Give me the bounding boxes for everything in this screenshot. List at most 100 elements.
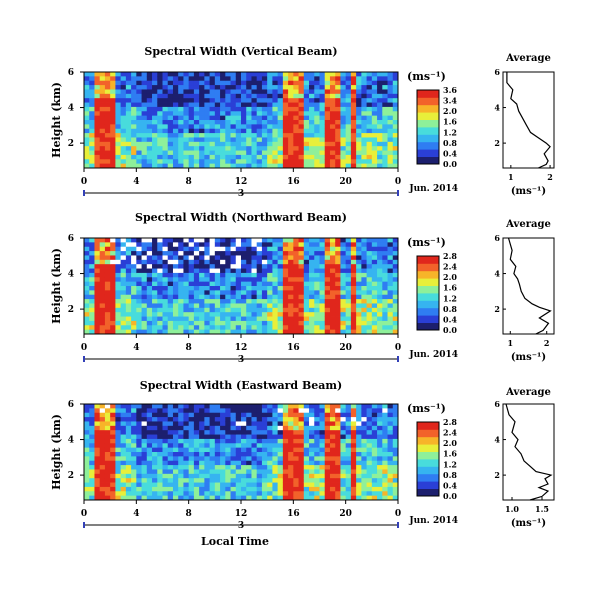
heatmap-cell (178, 438, 184, 444)
heatmap-cell (99, 272, 106, 278)
heatmap-cell (94, 281, 101, 287)
heatmap-cell (345, 268, 352, 274)
heatmap-cell (366, 316, 373, 322)
heatmap-cell (356, 473, 362, 479)
heatmap-cell (167, 473, 174, 479)
heatmap-cell (94, 478, 101, 483)
heatmap-cell (288, 312, 294, 317)
heatmap-cell (94, 128, 101, 134)
heatmap-cell (356, 106, 362, 112)
heatmap-cell (131, 89, 137, 95)
heatmap-cell (125, 465, 132, 470)
heatmap-cell (377, 417, 383, 422)
heatmap-cell (324, 137, 331, 143)
heatmap-cell (298, 120, 305, 125)
heatmap-cell (246, 259, 252, 265)
heatmap-cell (220, 460, 226, 466)
heatmap-cell (246, 320, 252, 326)
x-tick-label: 0 (81, 177, 87, 187)
heatmap-cell (225, 417, 231, 422)
heatmap-cell (371, 264, 378, 269)
heatmap-cell (267, 303, 273, 309)
heatmap-cell (319, 80, 326, 86)
heatmap-cell (230, 154, 237, 160)
heatmap-cell (324, 98, 331, 103)
heatmap-cell (167, 404, 174, 409)
heatmap-cell (225, 412, 231, 418)
heatmap-cell (246, 159, 252, 165)
heatmap-cell (329, 85, 336, 90)
heatmap-cell (272, 320, 279, 326)
heatmap-cell (340, 447, 347, 453)
heatmap-cell (214, 76, 221, 82)
heatmap-cell (246, 80, 252, 86)
heatmap-cell (94, 460, 101, 466)
heatmap-cell (256, 251, 263, 256)
heatmap-cell (125, 133, 132, 138)
heatmap-cell (104, 159, 111, 165)
heatmap-cell (324, 469, 331, 475)
heatmap-cell (277, 303, 284, 309)
heatmap-cell (146, 460, 153, 466)
heatmap-cell (157, 98, 163, 103)
heatmap-cell (309, 255, 315, 261)
heatmap-cell (188, 141, 195, 147)
heatmap-cell (392, 430, 399, 435)
heatmap-cell (104, 286, 111, 291)
heatmap-cell (230, 434, 237, 440)
colorbar-tick-label: 0.8 (443, 304, 457, 314)
heatmap-cell (298, 137, 305, 143)
heatmap-cell (303, 465, 310, 470)
heatmap-cell (267, 452, 273, 457)
heatmap-cell (209, 486, 216, 492)
heatmap-cell (267, 447, 273, 453)
heatmap-cell (235, 329, 242, 335)
heatmap-cell (131, 425, 137, 431)
heatmap-cell (199, 137, 205, 143)
heatmap-cell (288, 299, 294, 304)
heatmap-cell (209, 72, 216, 77)
heatmap-cell (167, 137, 174, 143)
heatmap-cell (84, 102, 90, 108)
heatmap-cell (288, 85, 294, 90)
heatmap-cell (141, 456, 148, 462)
heatmap-cell (146, 277, 153, 283)
heatmap-cell (256, 106, 263, 112)
heatmap-cell (84, 478, 90, 483)
heatmap-cell (340, 316, 347, 322)
heatmap-cell (293, 438, 299, 444)
heatmap-cell (141, 438, 148, 444)
heatmap-cell (361, 408, 367, 414)
heatmap-cell (335, 80, 341, 86)
heatmap-cell (214, 404, 221, 409)
heatmap-cell (131, 137, 137, 143)
heatmap-cell (324, 85, 331, 90)
heatmap-cell (241, 115, 247, 121)
heatmap-cell (303, 443, 310, 449)
heatmap-cell (99, 251, 106, 256)
heatmap-cell (387, 299, 394, 304)
x-tick-label: 12 (235, 177, 248, 187)
heatmap-cell (303, 272, 310, 278)
heatmap-cell (340, 255, 347, 261)
heatmap-cell (251, 124, 258, 130)
heatmap-cell (314, 482, 320, 488)
heatmap-cell (94, 251, 101, 256)
heatmap-cell (251, 272, 258, 278)
heatmap-cell (261, 460, 268, 466)
heatmap-cell (319, 246, 326, 252)
heatmap-cell (209, 320, 216, 326)
heatmap-cell (288, 290, 294, 296)
heatmap-cell (251, 246, 258, 252)
heatmap-cell (115, 146, 122, 151)
heatmap-cell (225, 473, 231, 479)
heatmap-cell (188, 163, 195, 169)
heatmap-cell (89, 106, 95, 112)
heatmap-cell (214, 456, 221, 462)
heatmap-cell (298, 299, 305, 304)
heatmap-cell (267, 320, 273, 326)
heatmap-cell (183, 320, 190, 326)
heatmap-cell (282, 264, 289, 269)
heatmap-cell (146, 163, 153, 169)
heatmap-cell (89, 98, 95, 103)
